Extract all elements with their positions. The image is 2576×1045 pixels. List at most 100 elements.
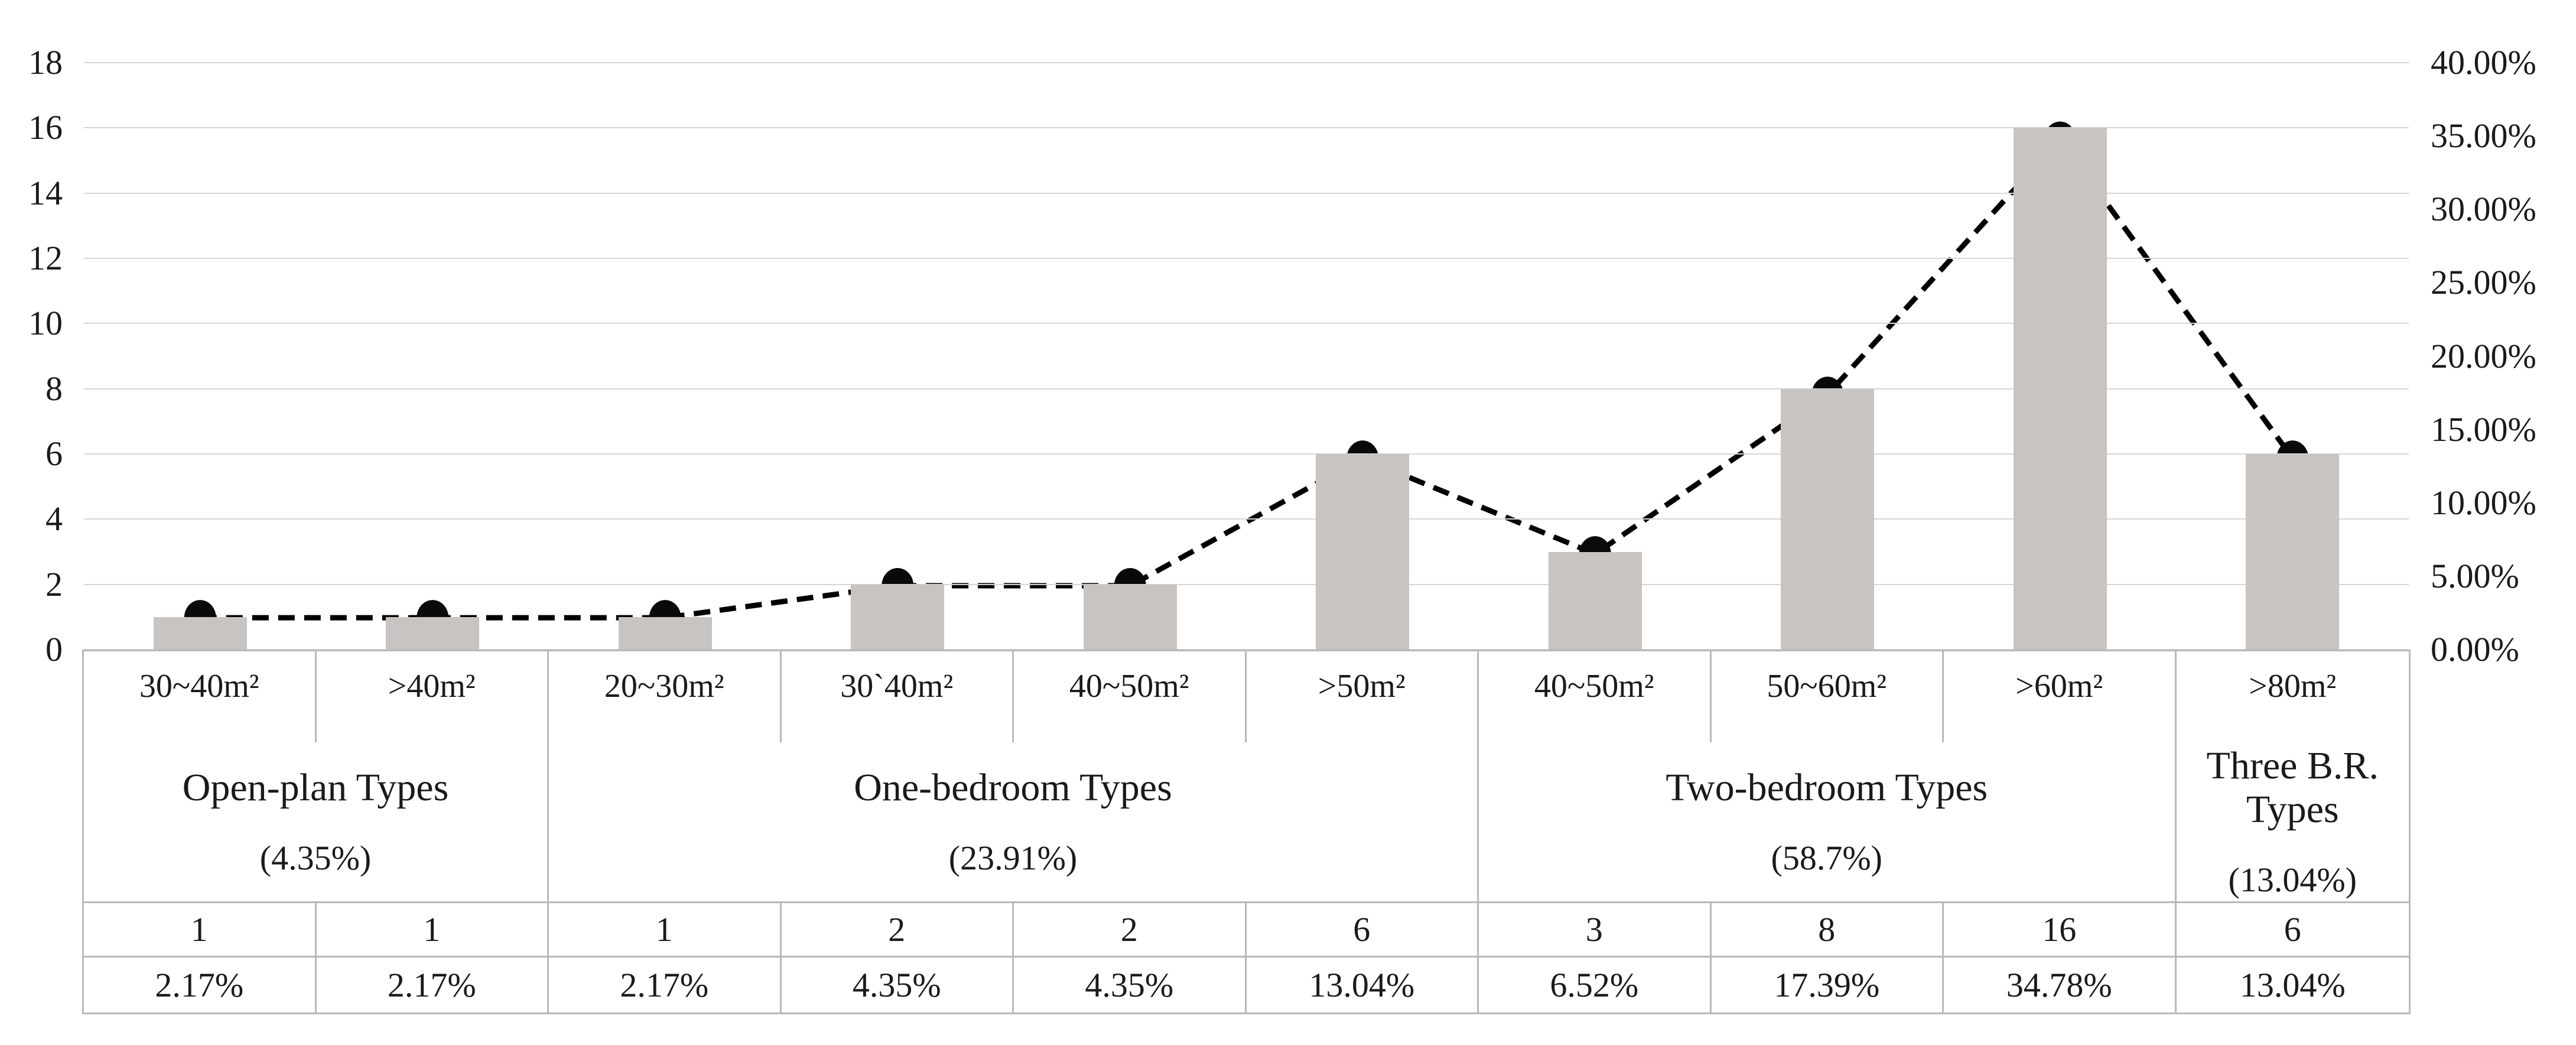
gridline — [84, 323, 2409, 324]
category-cell: 30`40m² — [782, 651, 1014, 742]
percentage-label: 13.04% — [1309, 966, 1415, 1004]
count-label: 2 — [888, 910, 906, 949]
category-label: 40~50m² — [1069, 668, 1189, 705]
percentage-label: 2.17% — [387, 966, 476, 1004]
category-label: 50~60m² — [1767, 668, 1887, 705]
left-axis-tick-label: 18 — [28, 43, 63, 82]
count-cell: 2 — [782, 903, 1014, 956]
percentage-cell: 4.35% — [1014, 958, 1247, 1012]
category-cell: >80m² — [2177, 651, 2409, 742]
percentage-cell: 13.04% — [2177, 958, 2409, 1012]
category-label: 20~30m² — [604, 668, 724, 705]
category-label: >50m² — [1318, 668, 1406, 705]
category-cell: 20~30m² — [549, 651, 782, 742]
left-axis-tick-label: 14 — [28, 173, 63, 212]
right-axis-tick-label: 10.00% — [2431, 483, 2536, 522]
category-cell: >50m² — [1247, 651, 1479, 742]
bar-20~30m² — [618, 616, 712, 650]
count-cell: 6 — [1247, 903, 1479, 956]
count-cell: 16 — [1944, 903, 2177, 956]
percentage-cell: 34.78% — [1944, 958, 2177, 1012]
count-cell: 1 — [549, 903, 782, 956]
gridline — [84, 62, 2409, 63]
right-axis-tick-label: 0.00% — [2431, 630, 2519, 668]
left-axis-tick-label: 12 — [28, 239, 63, 277]
percentage-dashed-line — [200, 135, 2295, 621]
group-name: Three B.R. Types — [2206, 744, 2379, 832]
right-axis-tick-label: 40.00% — [2431, 43, 2536, 82]
bar->40m² — [386, 616, 480, 650]
count-cell: 3 — [1479, 903, 1712, 956]
right-axis-tick-label: 15.00% — [2431, 410, 2536, 449]
percentage-label: 4.35% — [852, 966, 941, 1004]
group-name: One-bedroom Types — [854, 766, 1172, 810]
percentage-cell: 6.52% — [1479, 958, 1712, 1012]
plot-area — [84, 62, 2409, 650]
count-cell: 6 — [2177, 903, 2409, 956]
count-label: 1 — [423, 910, 441, 949]
left-axis-tick-label: 6 — [45, 434, 63, 473]
data-table: 30~40m² >40m² 20~30m² 30`40m² 40~50m² >50m² 40… — [82, 650, 2411, 1014]
bar->80m² — [2246, 454, 2340, 650]
count-label: 3 — [1585, 910, 1603, 949]
group-cell-Two-bedroom Types: Two-bedroom Types (58.7%) — [1479, 742, 2177, 901]
percentage-cell: 2.17% — [317, 958, 549, 1012]
group-row: Open-plan Types (4.35%) One-bedroom Types (… — [84, 742, 2409, 903]
percentage-label: 2.17% — [620, 966, 709, 1004]
category-label: 30~40m² — [139, 668, 259, 705]
category-cell: 40~50m² — [1014, 651, 1247, 742]
group-percentage: (23.91%) — [948, 838, 1078, 877]
category-row: 30~40m² >40m² 20~30m² 30`40m² 40~50m² >50m² 40… — [84, 651, 2409, 742]
left-axis-tick-label: 4 — [45, 499, 63, 538]
count-label: 6 — [1353, 910, 1371, 949]
right-axis-tick-label: 20.00% — [2431, 336, 2536, 375]
percentage-label: 34.78% — [2006, 966, 2112, 1004]
bar-50~60m² — [1781, 388, 1875, 650]
group-name: Two-bedroom Types — [1666, 766, 1988, 810]
category-label: >60m² — [2015, 668, 2103, 705]
percentage-cell: 2.17% — [84, 958, 317, 1012]
percentage-label: 13.04% — [2239, 966, 2346, 1004]
left-axis-tick-label: 16 — [28, 108, 63, 147]
right-axis-tick-label: 30.00% — [2431, 190, 2536, 229]
group-percentage: (13.04%) — [2228, 860, 2357, 899]
category-label: >40m² — [388, 668, 476, 705]
count-label: 1 — [190, 910, 208, 949]
percentage-label: 4.35% — [1085, 966, 1174, 1004]
count-cell: 8 — [1712, 903, 1944, 956]
group-name: Open-plan Types — [182, 766, 449, 810]
group-cell-Open-plan Types: Open-plan Types (4.35%) — [84, 742, 549, 901]
gridline — [84, 258, 2409, 259]
bar-30~40m² — [153, 616, 247, 650]
count-row: 1 1 1 2 2 6 3 8 16 6 — [84, 903, 2409, 958]
gridline — [84, 518, 2409, 520]
category-label: >80m² — [2249, 668, 2337, 705]
count-label: 16 — [2042, 910, 2077, 949]
percentage-label: 17.39% — [1774, 966, 1880, 1004]
count-label: 8 — [1818, 910, 1836, 949]
gridline — [84, 388, 2409, 390]
count-label: 1 — [655, 910, 673, 949]
bar-40~50m² — [1548, 551, 1642, 650]
count-label: 6 — [2284, 910, 2301, 949]
group-percentage: (58.7%) — [1771, 838, 1882, 877]
group-cell-One-bedroom Types: One-bedroom Types (23.91%) — [549, 742, 1479, 901]
count-cell: 1 — [84, 903, 317, 956]
category-cell: 50~60m² — [1712, 651, 1944, 742]
category-cell: >60m² — [1944, 651, 2177, 742]
group-percentage: (4.35%) — [259, 838, 372, 877]
right-axis-tick-label: 5.00% — [2431, 556, 2519, 595]
group-cell-Three B.R. Types: Three B.R. Types (13.04%) — [2177, 742, 2409, 901]
percentage-cell: 2.17% — [549, 958, 782, 1012]
percentage-label: 2.17% — [155, 966, 244, 1004]
left-axis-tick-label: 8 — [45, 369, 63, 408]
bar->60m² — [2013, 128, 2107, 650]
category-cell: >40m² — [317, 651, 549, 742]
left-axis-tick-label: 10 — [28, 304, 63, 343]
bar->50m² — [1316, 454, 1410, 650]
right-axis-tick-label: 25.00% — [2431, 263, 2536, 302]
left-axis-tick-label: 0 — [45, 630, 63, 668]
left-axis-tick-label: 2 — [45, 564, 63, 603]
count-cell: 1 — [317, 903, 549, 956]
